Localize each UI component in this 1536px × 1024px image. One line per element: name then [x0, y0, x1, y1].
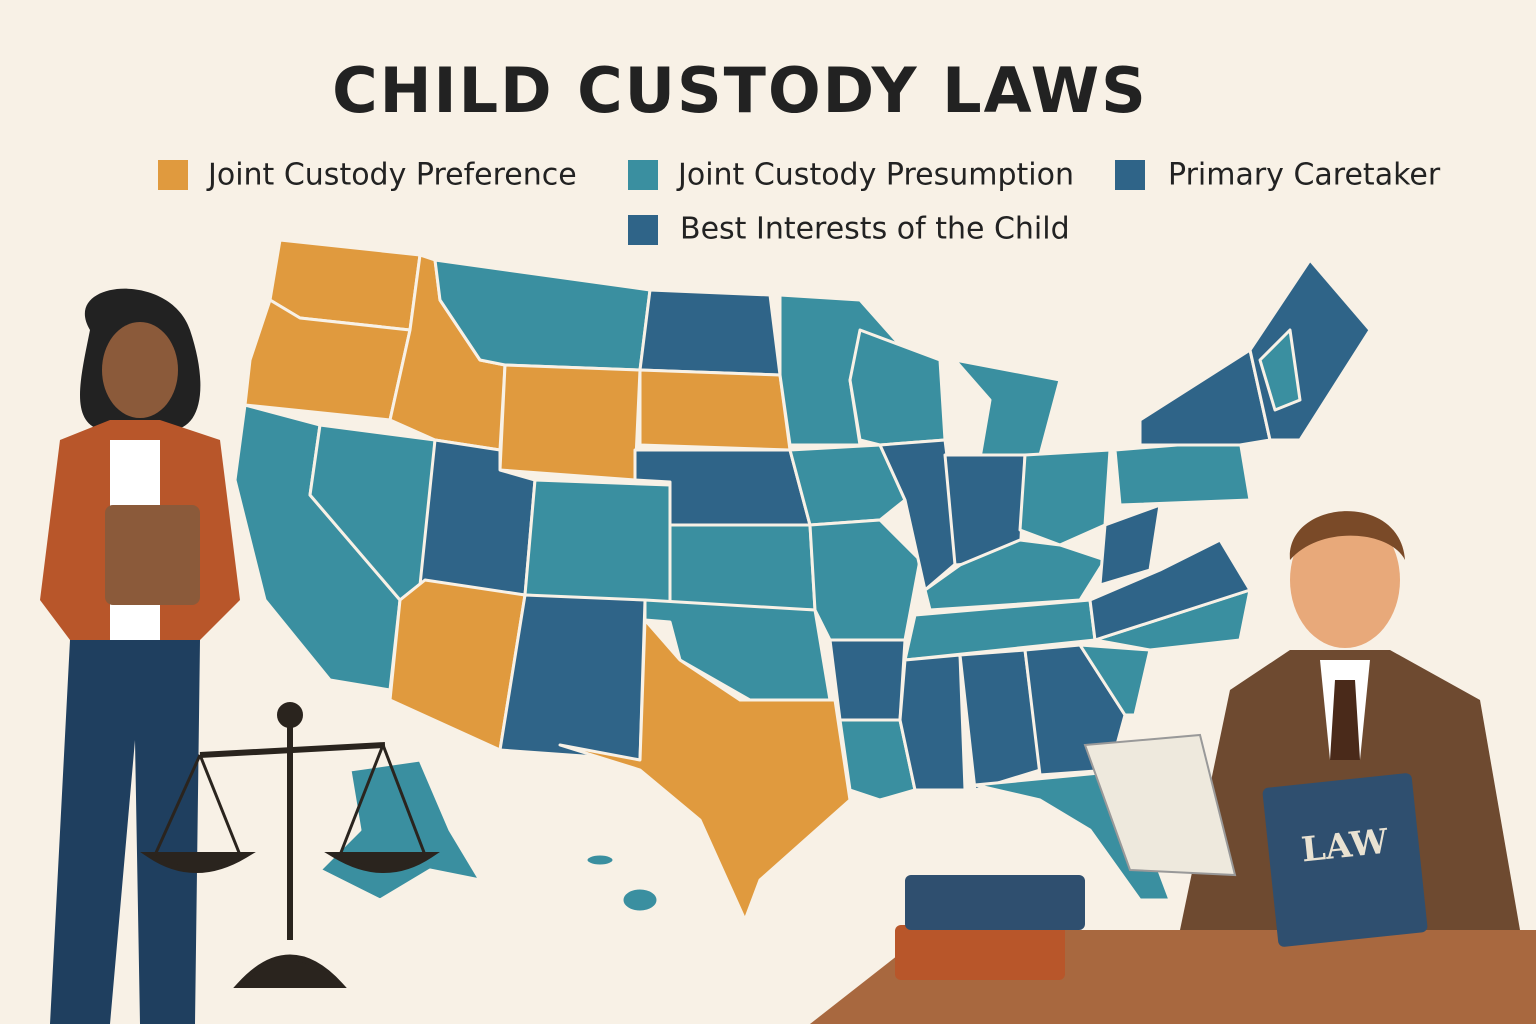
- legend-swatch: [628, 160, 658, 190]
- legend-swatch: [158, 160, 188, 190]
- man-illustration: LAW: [810, 511, 1536, 1024]
- scales-illustration: [140, 702, 440, 988]
- legend-label: Best Interests of the Child: [680, 212, 1070, 247]
- title: CHILD CUSTODY LAWS: [332, 54, 1148, 127]
- legend-label: Joint Custody Presumption: [676, 158, 1074, 193]
- legend-swatch: [628, 215, 658, 245]
- us-map: [233, 238, 1372, 922]
- legend-label: Joint Custody Preference: [206, 158, 577, 193]
- legend-label: Primary Caretaker: [1168, 158, 1441, 193]
- legend-swatch: [1115, 160, 1145, 190]
- woman-illustration: [40, 288, 240, 1024]
- book-label: LAW: [1300, 822, 1391, 871]
- legend: Joint Custody Preference Joint Custody P…: [158, 158, 1441, 247]
